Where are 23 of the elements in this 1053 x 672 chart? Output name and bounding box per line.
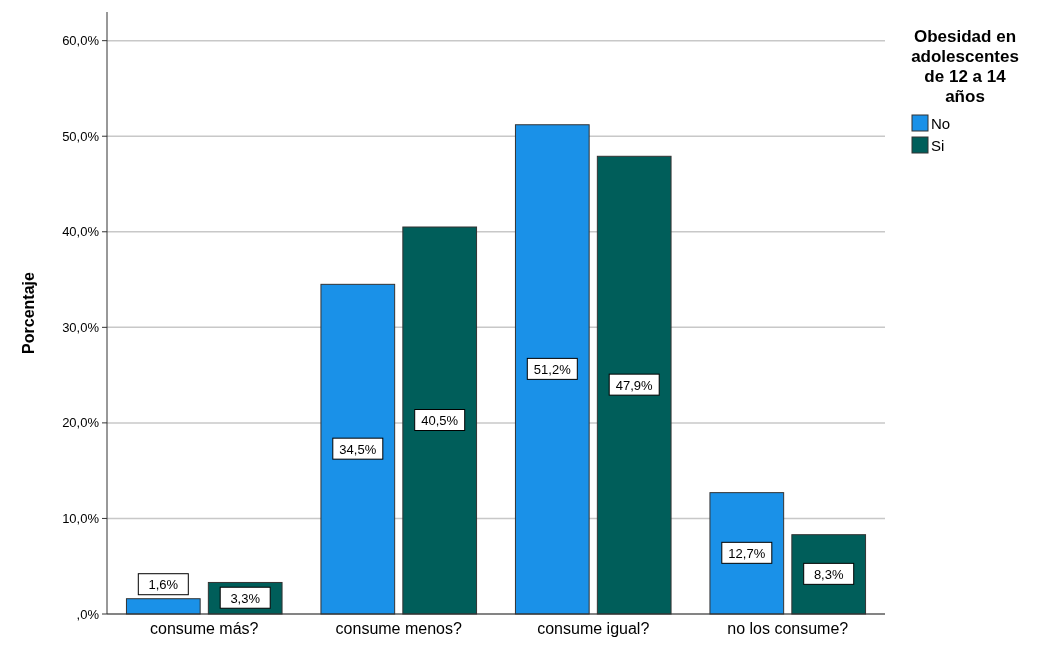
data-label: 12,7% — [728, 545, 766, 561]
data-label: 34,5% — [339, 441, 377, 457]
data-label: 51,2% — [533, 361, 572, 377]
y-axis-title: Porcentaje — [20, 271, 37, 354]
x-tick-label: consume igual? — [537, 620, 650, 637]
data-label: 40,5% — [421, 413, 459, 428]
y-tick-label: ,0% — [76, 606, 100, 622]
data-label: 3,3% — [230, 590, 261, 606]
legend-label: No — [931, 114, 951, 132]
x-tick-label: consume más? — [150, 620, 259, 637]
x-tick-label: consume menos? — [335, 620, 462, 637]
data-label: 1,6% — [148, 577, 179, 593]
data-label: 8,3% — [813, 566, 844, 582]
y-tick-label: 40,0% — [62, 224, 100, 240]
y-tick-label: 60,0% — [62, 33, 100, 49]
y-tick-label: 30,0% — [62, 319, 100, 335]
legend-title: Obesidad en adolescentes de 12 a 14 años — [911, 27, 1019, 106]
data-label: 47,9% — [615, 377, 654, 393]
y-tick-label: 10,0% — [62, 510, 100, 526]
y-tick-label: 20,0% — [62, 415, 100, 431]
legend-label: Si — [931, 136, 945, 154]
y-tick-label: 50,0% — [62, 128, 100, 144]
x-tick-label: no los consume? — [727, 620, 849, 637]
